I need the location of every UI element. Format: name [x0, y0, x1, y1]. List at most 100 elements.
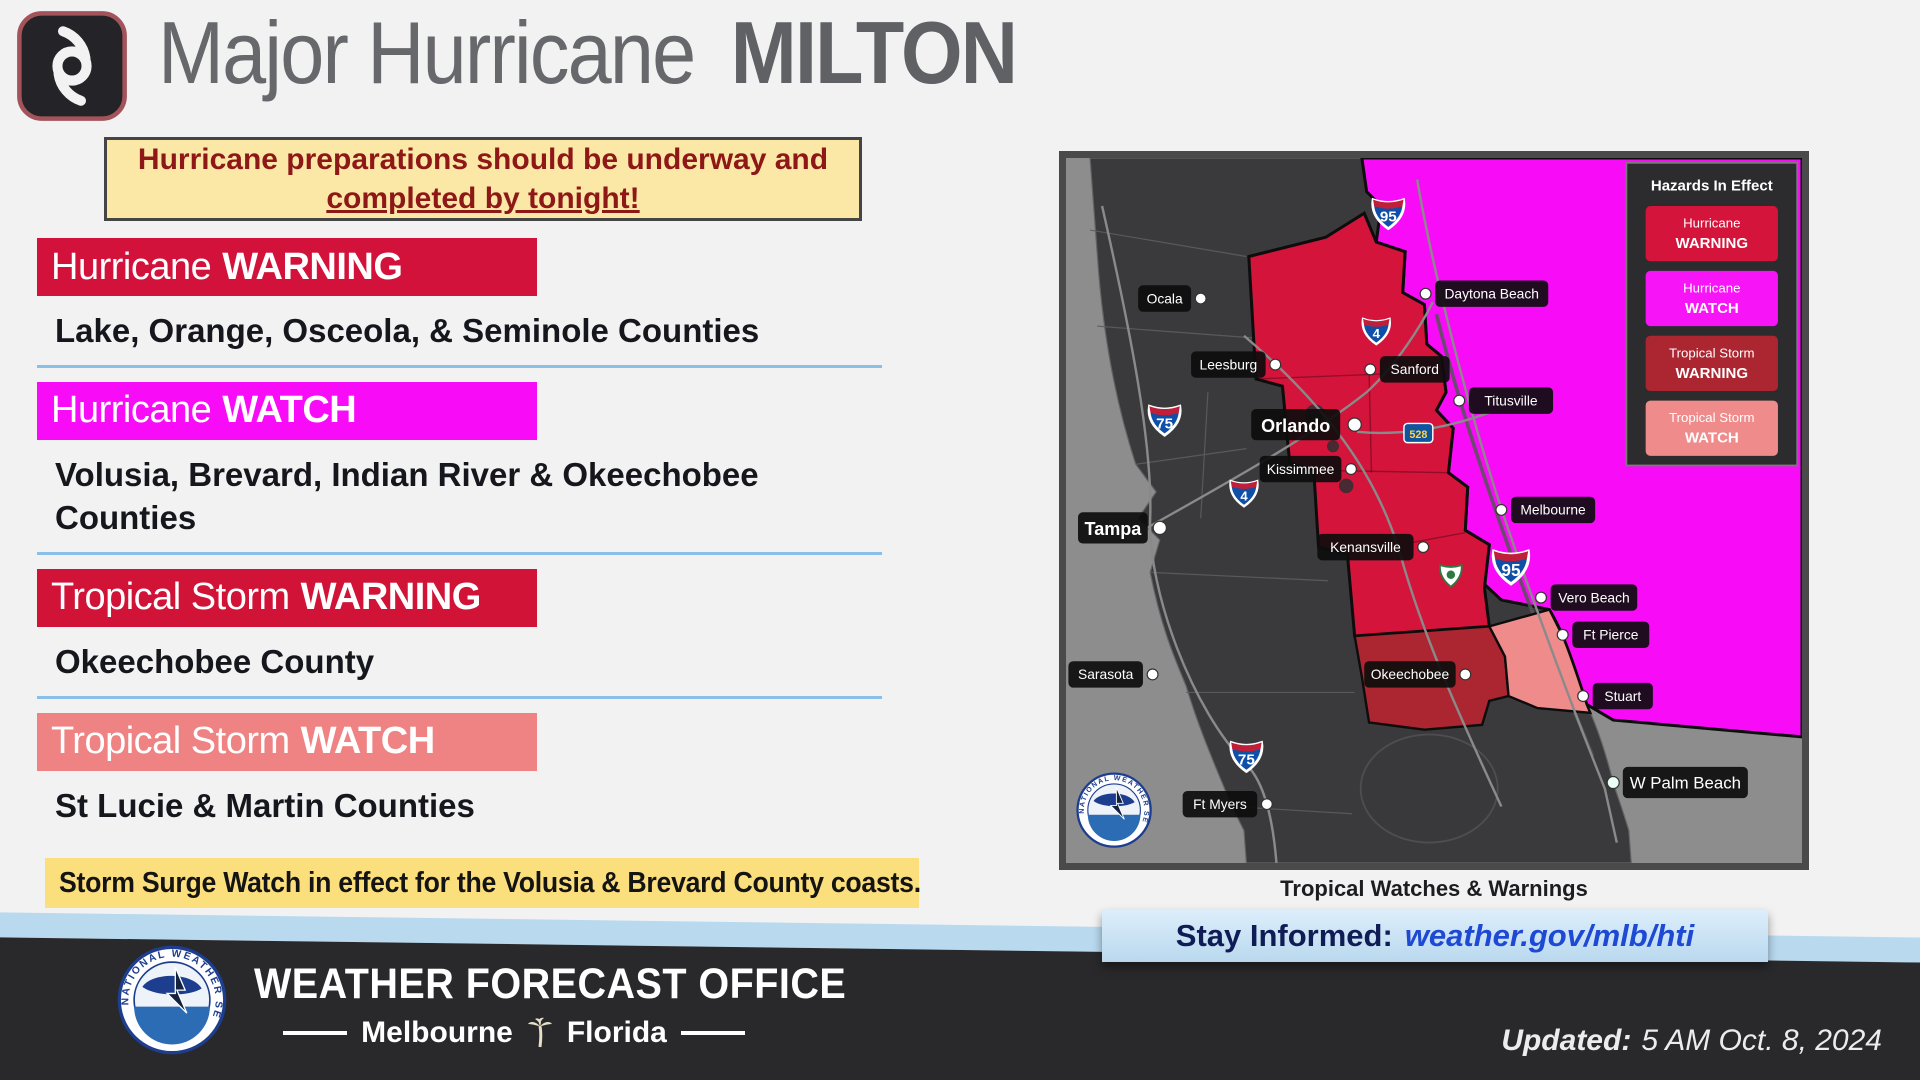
legend-item-ts-watch: Tropical Storm WATCH — [1645, 400, 1778, 456]
map-legend: Hazards In Effect Hurricane WARNING Hurr… — [1625, 161, 1799, 467]
city-sarasota: Sarasota — [1068, 661, 1159, 688]
hazard-map: NATIONAL WEATHER SERVICE — [1059, 151, 1809, 870]
alert-level: WATCH — [222, 389, 357, 432]
alert-type: Tropical Storm — [51, 576, 290, 619]
stay-informed-label: Stay Informed: — [1175, 918, 1393, 953]
stay-informed-link[interactable]: weather.gov/mlb/hti — [1404, 918, 1695, 953]
legend-item-hurricane-watch: Hurricane WATCH — [1645, 270, 1778, 327]
title-storm-name: MILTON — [730, 3, 1018, 102]
city-orlando: Orlando — [1251, 409, 1362, 441]
tropical-storm-warning-counties: Okeechobee County — [37, 637, 882, 699]
updated-value: 5 AM Oct. 8, 2024 — [1641, 1024, 1882, 1057]
dash-right — [680, 1031, 745, 1035]
svg-text:Leesburg: Leesburg — [1200, 356, 1258, 372]
svg-text:528: 528 — [1409, 429, 1427, 441]
svg-text:95: 95 — [1380, 209, 1397, 226]
map-caption: Tropical Watches & Warnings — [1280, 876, 1588, 901]
tropical-storm-watch-banner: Tropical Storm WATCH — [37, 712, 537, 771]
svg-text:Tropical Storm: Tropical Storm — [1669, 345, 1755, 360]
i75-shield-2: 75 — [1229, 741, 1264, 773]
city-labels: Ocala Daytona Beach Leesburg Sanford Tit… — [1068, 280, 1748, 818]
svg-text:4: 4 — [1373, 326, 1381, 341]
hurricane-watch-counties: Volusia, Brevard, Indian River & Okeecho… — [37, 450, 882, 555]
svg-text:95: 95 — [1501, 560, 1521, 580]
svg-text:Okeechobee: Okeechobee — [1371, 666, 1450, 682]
svg-text:Sarasota: Sarasota — [1078, 666, 1134, 682]
svg-text:Vero Beach: Vero Beach — [1558, 589, 1629, 605]
svg-text:Stuart: Stuart — [1604, 688, 1641, 704]
svg-text:75: 75 — [1238, 752, 1255, 769]
city-ocala: Ocala — [1138, 285, 1207, 312]
tropical-storm-warning-banner: Tropical Storm WARNING — [37, 568, 537, 627]
alert-list: Hurricane WARNING Lake, Orange, Osceola,… — [37, 238, 882, 853]
svg-text:Tampa: Tampa — [1085, 519, 1143, 539]
svg-text:W Palm Beach: W Palm Beach — [1630, 774, 1741, 793]
office-city: Melbourne — [361, 1016, 513, 1049]
svg-text:WATCH: WATCH — [1685, 430, 1739, 447]
city-titusville: Titusville — [1453, 387, 1554, 414]
svg-text:Ft Myers: Ft Myers — [1193, 796, 1247, 812]
svg-text:Kenansville: Kenansville — [1330, 539, 1401, 555]
footer: WEATHER FORECAST OFFICE Melbourne Florid… — [0, 930, 1920, 1080]
city-tampa: Tampa — [1078, 512, 1168, 544]
city-kissimmee: Kissimmee — [1259, 455, 1358, 483]
dash-left — [283, 1031, 348, 1035]
hurricane-watch-banner: Hurricane WATCH — [37, 381, 537, 440]
city-ft-pierce: Ft Pierce — [1556, 621, 1650, 649]
svg-text:Orlando: Orlando — [1261, 416, 1330, 436]
alert-level: WARNING — [222, 245, 403, 288]
svg-text:Hurricane: Hurricane — [1683, 216, 1740, 231]
hazard-map-svg: NATIONAL WEATHER SERVICE — [1066, 158, 1802, 863]
storm-surge-banner: Storm Surge Watch in effect for the Volu… — [45, 858, 921, 908]
updated-timestamp: Updated: 5 AM Oct. 8, 2024 — [1501, 1024, 1882, 1058]
alert-type: Hurricane — [51, 389, 212, 432]
preparation-advisory: Hurricane preparations should be underwa… — [104, 137, 862, 221]
alert-level: WARNING — [300, 576, 482, 619]
title-regular: Major Hurricane — [158, 3, 696, 102]
svg-text:WARNING: WARNING — [1675, 235, 1748, 252]
city-sanford: Sanford — [1364, 356, 1450, 383]
hurricane-icon — [17, 11, 127, 121]
storm-surge-text: Storm Surge Watch in effect for the Volu… — [59, 866, 921, 899]
florida-turnpike-shield — [1439, 563, 1463, 588]
sr528-shield: 528 — [1403, 422, 1434, 444]
nws-logo-map — [1076, 772, 1152, 848]
hurricane-warning-banner: Hurricane WARNING — [37, 238, 537, 296]
page-title: Major Hurricane MILTON — [158, 2, 1018, 104]
i4-shield-2: 4 — [1229, 479, 1259, 508]
alert-type: Hurricane — [51, 245, 212, 288]
city-daytona-beach: Daytona Beach — [1419, 280, 1549, 307]
legend-item-hurricane-warning: Hurricane WARNING — [1645, 206, 1778, 262]
i95-shield-2: 95 — [1491, 549, 1531, 586]
alert-level: WATCH — [300, 720, 436, 763]
city-ft-myers: Ft Myers — [1182, 790, 1273, 818]
svg-text:Hurricane: Hurricane — [1683, 281, 1740, 296]
tropical-storm-watch-counties: St Lucie & Martin Counties — [55, 786, 475, 824]
nws-logo-footer — [117, 945, 227, 1055]
i4-shield: 4 — [1361, 317, 1392, 346]
alert-type: Tropical Storm — [51, 720, 290, 763]
office-title: WEATHER FORECAST OFFICE — [254, 960, 847, 1008]
hurricane-warning-area — [1247, 211, 1492, 638]
office-location: Melbourne Florida — [254, 1016, 774, 1050]
stay-informed-bar: Stay Informed: weather.gov/mlb/hti — [1102, 910, 1768, 962]
updated-label: Updated: — [1501, 1024, 1632, 1057]
svg-text:Sanford: Sanford — [1391, 361, 1439, 377]
city-okeechobee: Okeechobee — [1364, 661, 1472, 688]
advisory-line2: completed by tonight! — [326, 182, 640, 215]
legend-item-ts-warning: Tropical Storm WARNING — [1645, 335, 1778, 391]
hurricane-warning-counties: Lake, Orange, Osceola, & Seminole Counti… — [37, 306, 882, 368]
palm-tree-icon — [527, 1017, 552, 1048]
svg-text:WATCH: WATCH — [1685, 300, 1739, 317]
svg-text:Daytona Beach: Daytona Beach — [1444, 286, 1539, 302]
svg-text:Ft Pierce: Ft Pierce — [1583, 627, 1639, 643]
city-melbourne: Melbourne — [1495, 496, 1596, 524]
city-kenansville: Kenansville — [1317, 533, 1430, 561]
city-stuart: Stuart — [1577, 682, 1653, 710]
svg-text:WARNING: WARNING — [1675, 365, 1748, 382]
svg-text:75: 75 — [1156, 415, 1173, 432]
i75-shield: 75 — [1147, 404, 1182, 437]
advisory-line1: Hurricane preparations should be underwa… — [137, 143, 829, 176]
office-state: Florida — [566, 1016, 667, 1049]
